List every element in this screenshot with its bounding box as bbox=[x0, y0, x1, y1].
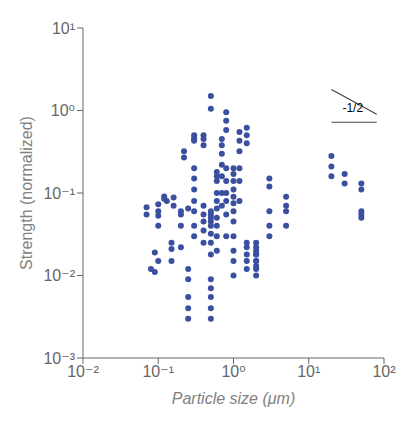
svg-text:10¹: 10¹ bbox=[52, 20, 75, 37]
svg-text:-1/2: -1/2 bbox=[342, 101, 363, 115]
svg-text:10²: 10² bbox=[372, 363, 396, 380]
svg-text:10⁻²: 10⁻² bbox=[43, 267, 75, 284]
svg-text:10⁻¹: 10⁻¹ bbox=[43, 185, 75, 202]
svg-text:Particle size (μm): Particle size (μm) bbox=[172, 390, 295, 407]
svg-text:10¹: 10¹ bbox=[297, 363, 320, 380]
svg-text:Strength (normalized): Strength (normalized) bbox=[18, 116, 35, 270]
svg-text:10⁻²: 10⁻² bbox=[67, 363, 99, 381]
svg-text:10⁻³: 10⁻³ bbox=[43, 350, 75, 367]
svg-text:10⁰: 10⁰ bbox=[51, 102, 75, 119]
svg-text:10⁻¹: 10⁻¹ bbox=[142, 363, 174, 380]
svg-text:10⁰: 10⁰ bbox=[221, 363, 245, 380]
